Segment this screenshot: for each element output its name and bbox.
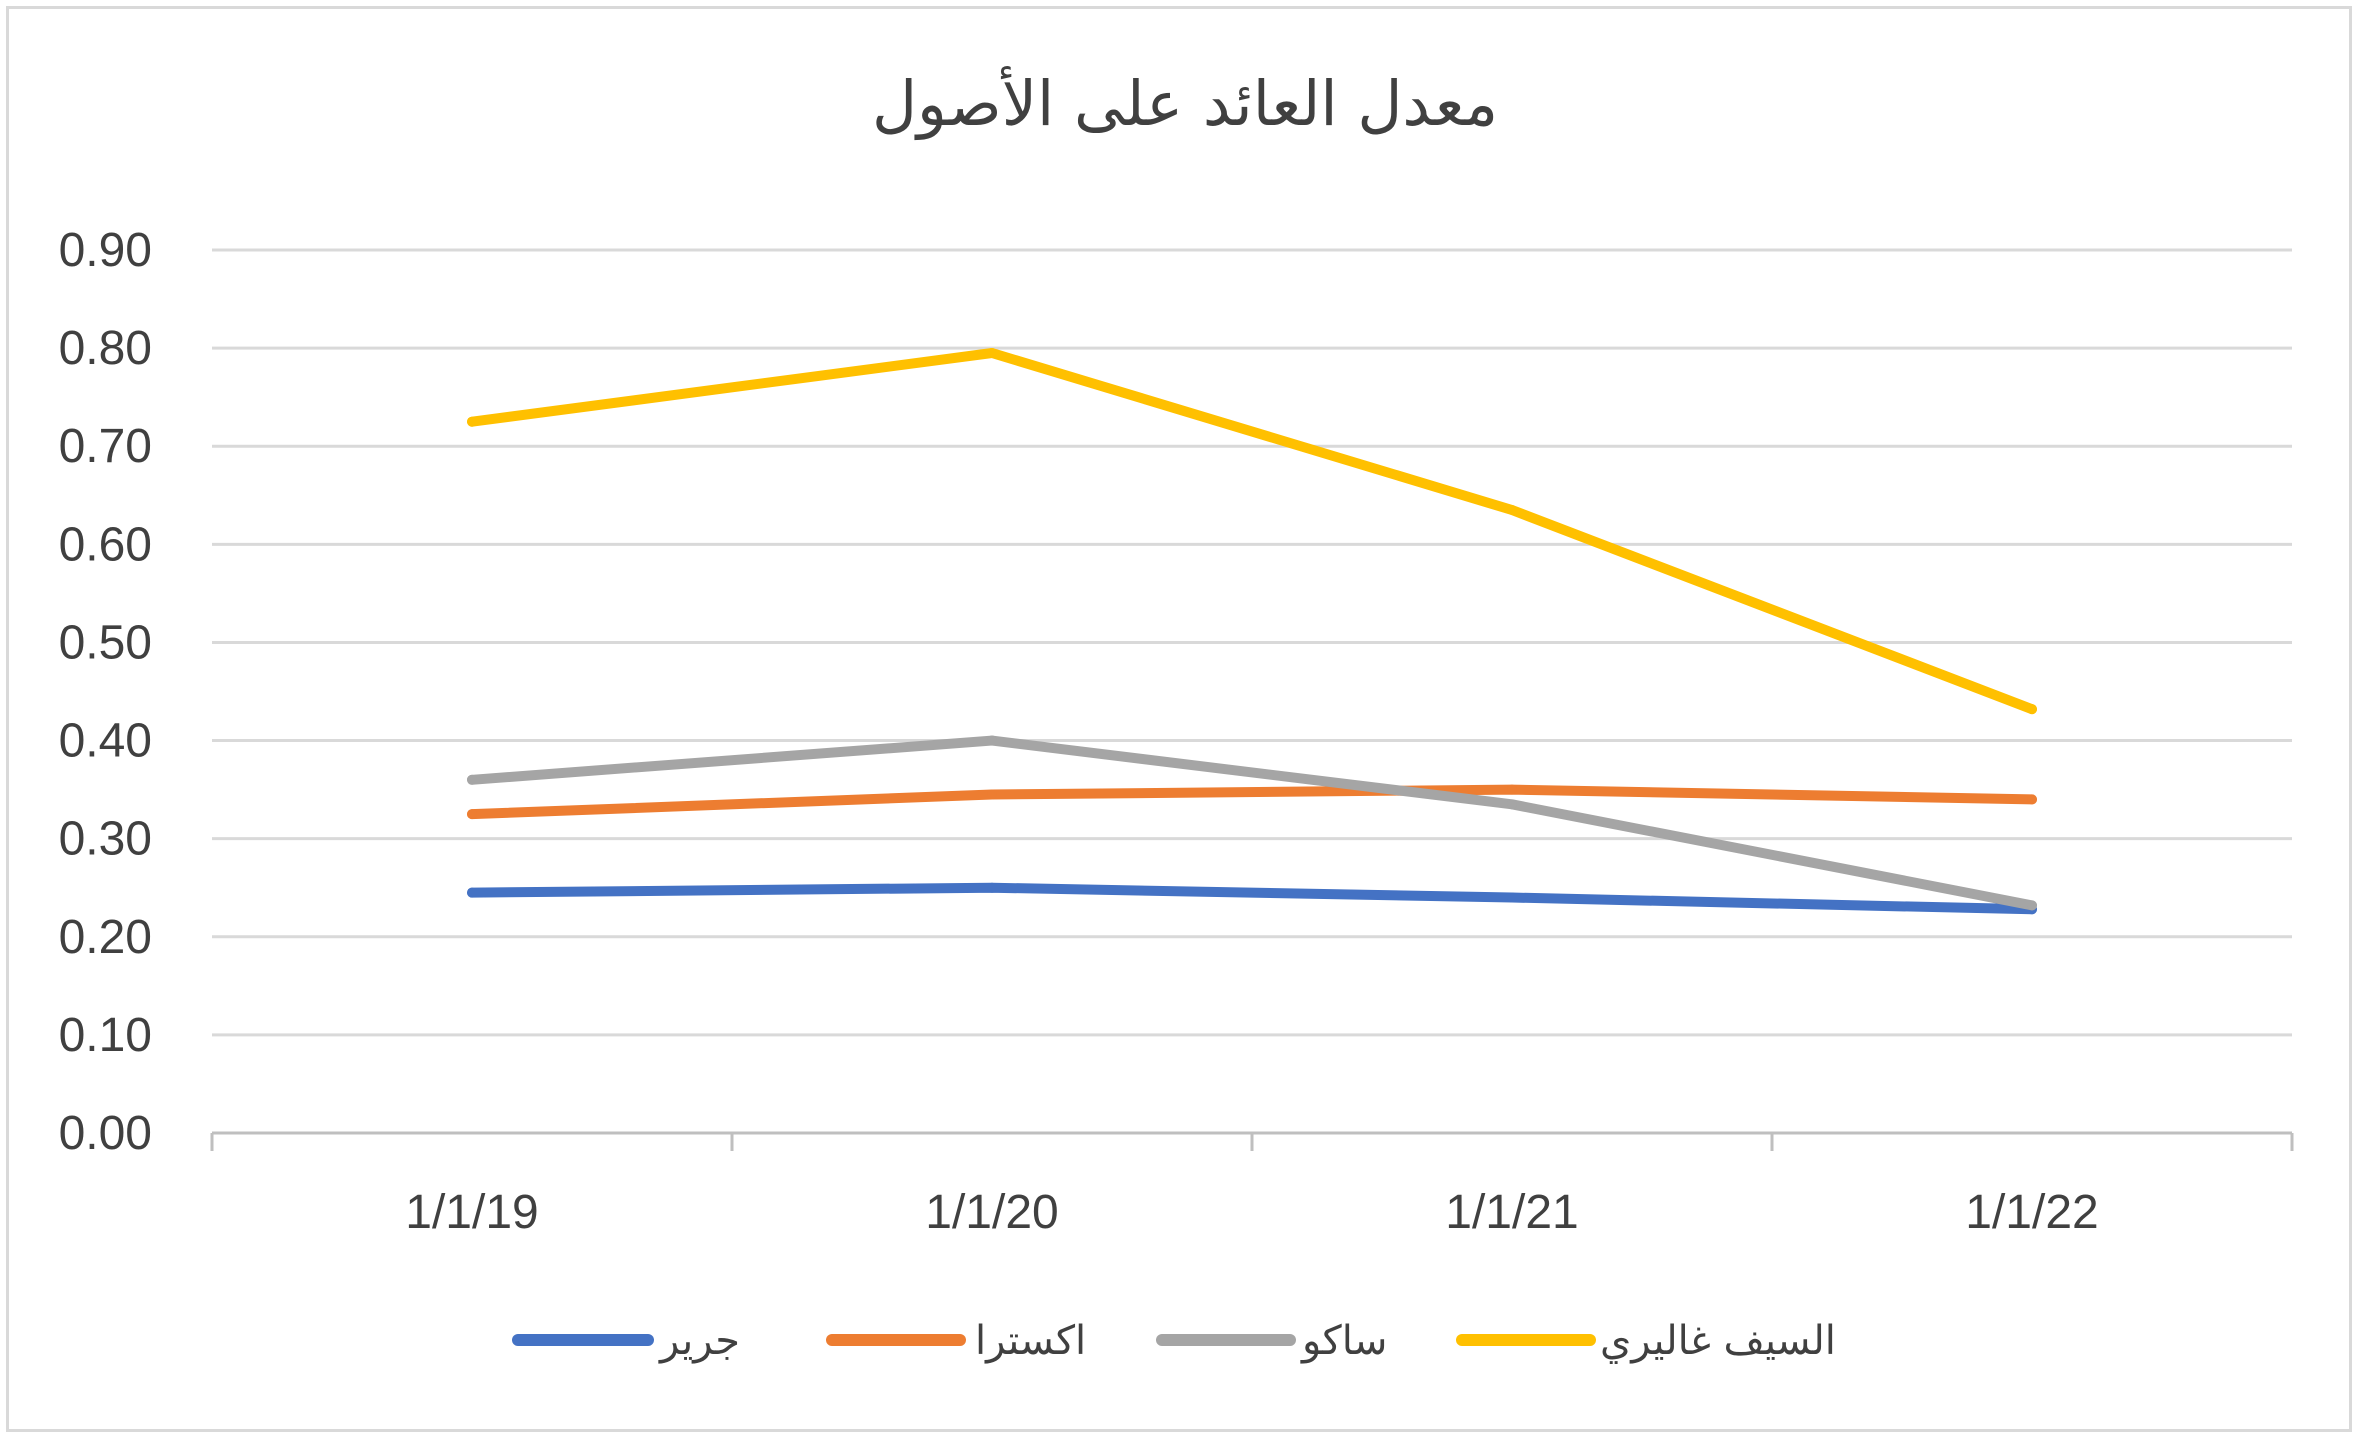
y-tick-label: 0.80	[59, 322, 152, 375]
legend-label-2: اكسترا	[975, 1318, 1086, 1364]
data-point	[2027, 900, 2037, 911]
series-line-2	[467, 784, 2037, 820]
series-line-3	[467, 735, 2037, 911]
x-tick-label: 1/1/20	[925, 1186, 1058, 1239]
y-tick-label: 0.70	[59, 420, 152, 473]
data-point	[2027, 704, 2037, 715]
x-axis: 1/1/19 1/1/20 1/1/21 1/1/22	[210, 1131, 2294, 1239]
x-tick-label: 1/1/19	[405, 1186, 538, 1239]
data-point	[1507, 799, 1517, 810]
data-point	[467, 416, 477, 427]
y-tick-label: 0.60	[59, 518, 152, 571]
legend-label-4: السيف غاليري	[1600, 1318, 1836, 1364]
y-tick-label: 0.00	[59, 1107, 152, 1160]
y-axis-ticks: 0.00 0.10 0.20 0.30 0.40 0.50 0.60 0.70 0.80 0.90	[59, 224, 152, 1160]
series-lines	[467, 348, 2037, 915]
series-line-1	[467, 882, 2037, 915]
y-tick-label: 0.20	[59, 911, 152, 964]
data-point	[467, 774, 477, 785]
data-point	[987, 789, 997, 800]
x-tick-label: 1/1/21	[1445, 1186, 1578, 1239]
y-tick-label: 0.10	[59, 1009, 152, 1062]
series-line-4	[467, 348, 2037, 715]
legend-label-1: جرير	[658, 1318, 740, 1364]
chart-frame	[6, 6, 2352, 1432]
data-point	[467, 887, 477, 898]
y-tick-label: 0.50	[59, 616, 152, 669]
y-tick-label: 0.40	[59, 715, 152, 768]
data-point	[987, 882, 997, 893]
y-tick-label: 0.30	[59, 813, 152, 866]
data-point	[1507, 504, 1517, 515]
x-tick-label: 1/1/22	[1965, 1186, 2098, 1239]
data-point	[987, 348, 997, 359]
gridlines	[212, 248, 2292, 1037]
data-point	[467, 809, 477, 820]
data-point	[2027, 794, 2037, 805]
y-tick-label: 0.90	[59, 224, 152, 277]
data-point	[1507, 784, 1517, 795]
legend-label-3: ساكو	[1300, 1318, 1387, 1364]
data-point	[1507, 892, 1517, 903]
data-point	[987, 735, 997, 746]
chart-title: معدل العائد على الأصول	[872, 65, 1498, 140]
legend: جرير اكسترا ساكو السيف غاليري	[512, 1318, 1836, 1364]
